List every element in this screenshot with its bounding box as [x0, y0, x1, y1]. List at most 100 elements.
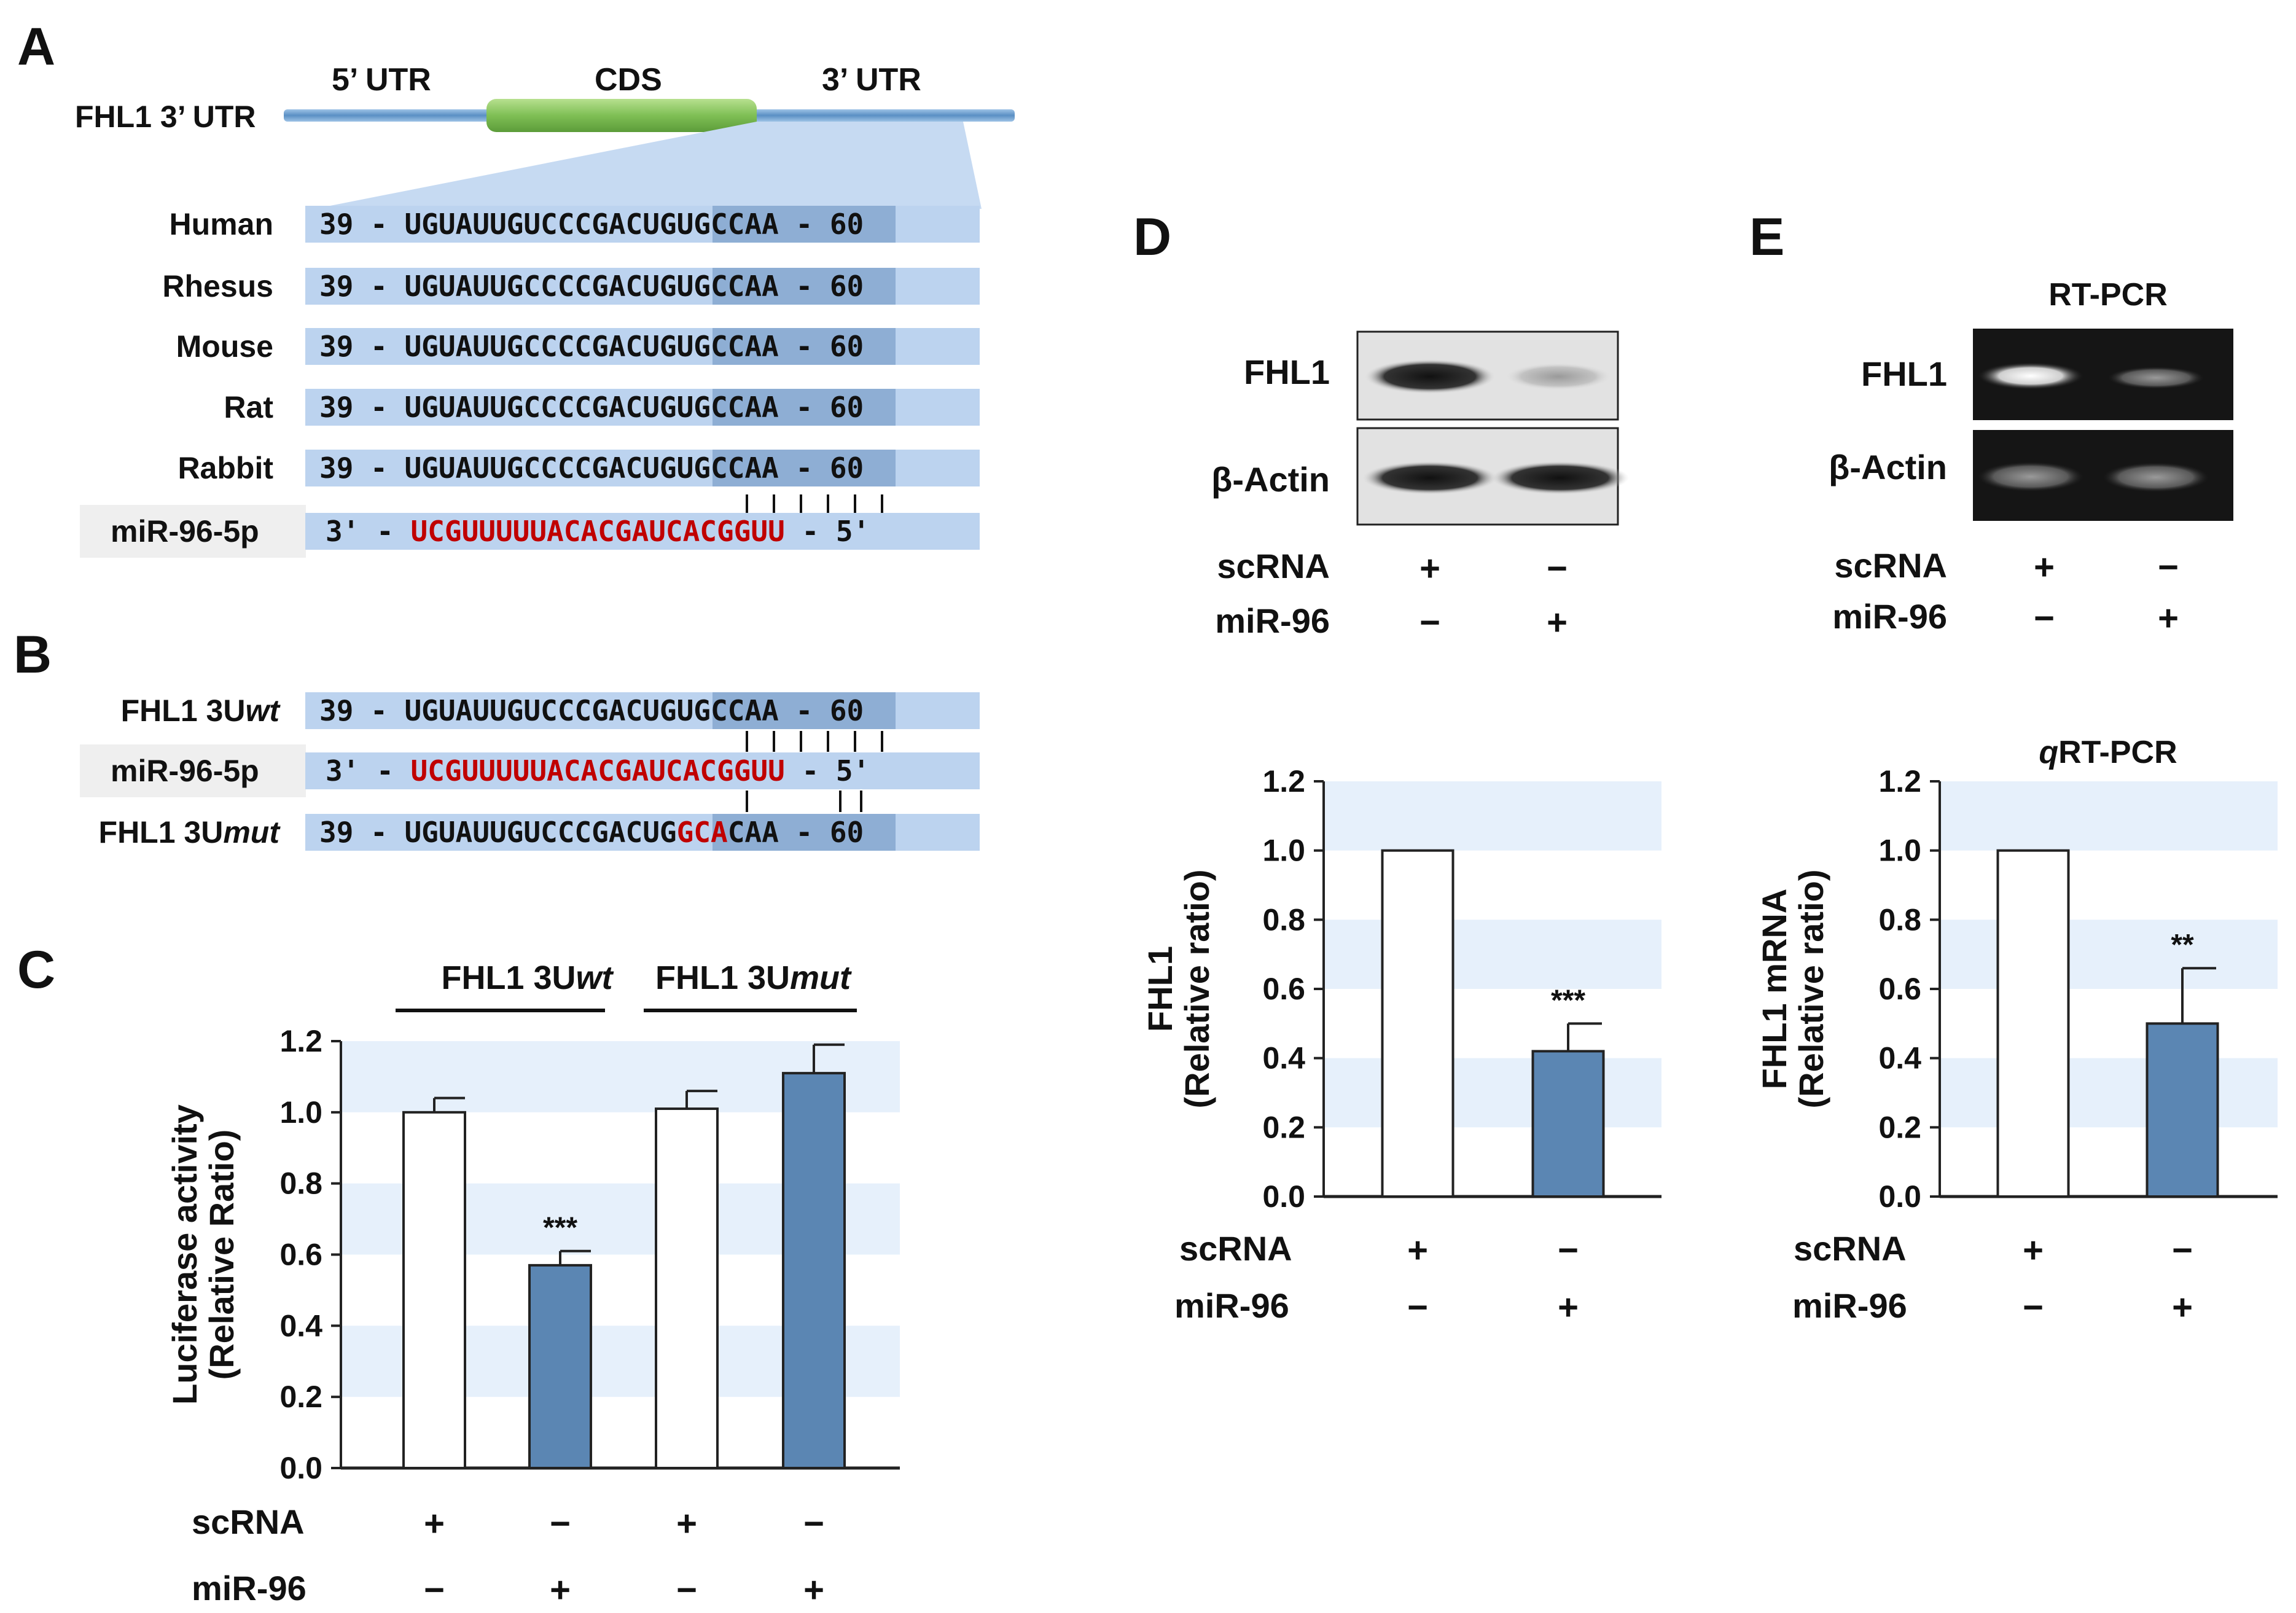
- condition-sign: −: [550, 1504, 571, 1544]
- e-gel-signs: + − − +: [2034, 547, 2179, 638]
- blot-actin-band-2: [1491, 461, 1629, 494]
- chart-c: 0.0 0.2 0.4 0.6 0.8 1.0 1.2 Luciferase activity…: [165, 1024, 900, 1485]
- species-label: Rhesus: [162, 269, 273, 303]
- species-seq: 39 - UGUAUUGCCCCGACUGUGCCAA - 60: [319, 270, 864, 303]
- condition-sign: −: [2158, 547, 2179, 587]
- y-tick-label: 0.8: [279, 1166, 322, 1201]
- b-mirna-seq: 3' - UCGUUUUUACACGAUCACGGUU - 5': [326, 754, 870, 787]
- utr3-label: 3’ UTR: [822, 62, 921, 98]
- condition-sign: −: [424, 1570, 445, 1610]
- c-row-scrna: scRNA: [192, 1502, 305, 1541]
- blot-fhl1-band-1: [1365, 359, 1495, 394]
- y-tick-label: 0.2: [279, 1380, 322, 1414]
- seed-box-human: [713, 206, 896, 243]
- gel-actin-label: β-Actin: [1829, 448, 1947, 486]
- condition-sign: −: [676, 1570, 697, 1610]
- condition-sign: +: [1547, 603, 1568, 642]
- panel-label-b: B: [14, 625, 52, 684]
- grid-band: [1940, 1058, 2278, 1128]
- condition-sign: −: [2034, 598, 2055, 638]
- b-mirna-label: miR-96-5p: [111, 754, 259, 788]
- seed-box-rat: [713, 389, 896, 426]
- mirna-seq-box: [305, 513, 980, 550]
- grid-band: [1324, 781, 1661, 851]
- gel-fhl1-band-1: [1978, 362, 2083, 389]
- y-axis-title: FHL1: [1141, 946, 1179, 1032]
- y-tick-label: 0.8: [1262, 902, 1305, 937]
- condition-sign: +: [424, 1504, 445, 1544]
- blot-actin-band-1: [1362, 461, 1497, 494]
- y-tick-label: 1.0: [1262, 834, 1305, 868]
- condition-sign: +: [2023, 1230, 2044, 1270]
- bar-3: [655, 1107, 719, 1469]
- grid-band: [1324, 1058, 1661, 1128]
- condition-sign: +: [2158, 598, 2179, 638]
- wt-seed-box: [713, 692, 896, 729]
- grid-band: [1940, 781, 2278, 851]
- species-label: Human: [170, 207, 273, 241]
- gel-fhl1-label: FHL1: [1861, 354, 1947, 393]
- condition-sign: +: [2034, 547, 2055, 587]
- gel-actin-band-2: [2103, 463, 2209, 492]
- y-tick-label: 0.4: [1878, 1041, 1921, 1076]
- y-tick-label: 1.2: [1878, 764, 1921, 799]
- species-label: Rat: [224, 390, 273, 424]
- y-tick-label: 0.6: [1262, 972, 1305, 1006]
- condition-sign: +: [676, 1504, 697, 1544]
- condition-sign: +: [1558, 1287, 1579, 1327]
- blot-actin-label: β-Actin: [1211, 460, 1330, 499]
- bar-2: [528, 1263, 592, 1469]
- wt-label: FHL1 3Uwt: [121, 693, 281, 728]
- y-tick-label: 0.2: [1262, 1110, 1305, 1144]
- bar-1: [402, 1111, 466, 1470]
- y-axis-title: (Relative ratio): [1792, 870, 1830, 1109]
- condition-sign: −: [2172, 1230, 2193, 1270]
- y-tick-label: 0.4: [279, 1308, 322, 1343]
- d-signs: + − − +: [1407, 1230, 1579, 1327]
- group-wt-label: FHL1 3Uwt: [441, 959, 614, 996]
- e-row-scrna: scRNA: [1794, 1229, 1907, 1268]
- y-tick-label: 0.8: [1878, 902, 1921, 937]
- y-axis-title: FHL1 mRNA: [1755, 889, 1794, 1090]
- seed-box-rhesus: [713, 268, 896, 305]
- species-label: Rabbit: [178, 451, 273, 485]
- condition-sign: −: [2023, 1287, 2044, 1327]
- y-tick-label: 0.2: [1878, 1110, 1921, 1144]
- condition-sign: −: [1558, 1230, 1579, 1270]
- species-seq: 39 - UGUAUUGUCCCGACUGUGCCAA - 60: [319, 208, 864, 241]
- b-mirna-label-bg: [80, 744, 306, 797]
- wt-seq: 39 - UGUAUUGUCCCGACUGUGCCAA - 60: [319, 694, 864, 727]
- bar-2: [2146, 1022, 2219, 1198]
- mut-label: FHL1 3Umut: [99, 815, 281, 849]
- y-tick-label: 0.0: [1262, 1179, 1305, 1214]
- blot-fhl1-band-2: [1505, 363, 1611, 390]
- y-axis-title: (Relative ratio): [1177, 870, 1216, 1109]
- y-tick-label: 1.2: [279, 1024, 322, 1058]
- gel-fhl1-band-2: [2108, 367, 2204, 389]
- mut-seq: 39 - UGUAUUGUCCCGACUGGCACAA - 60: [319, 816, 864, 849]
- y-tick-label: 0.6: [279, 1238, 322, 1272]
- y-tick-label: 1.0: [1878, 834, 1921, 868]
- chart-e: 0.0 0.2 0.4 0.6 0.8 1.0 1.2 FHL1 mRNA(Relative …: [1755, 764, 2278, 1214]
- condition-sign: −: [803, 1504, 824, 1544]
- condition-sign: +: [2172, 1287, 2193, 1327]
- d-blot-row-scrna: scRNA: [1217, 547, 1330, 585]
- zoom-wedge: [314, 122, 982, 209]
- seed-box-mouse: [713, 328, 896, 365]
- species-alignment: Human 39 - UGUAUUGUCCCGACUGUGCCAA - 60 Rhe…: [80, 206, 980, 558]
- significance-label: ***: [543, 1212, 577, 1244]
- condition-sign: +: [803, 1570, 824, 1610]
- mutation-alignment: FHL1 3Uwt 39 - UGUAUUGUCCCGACUGUGCCAA - 6…: [80, 692, 980, 851]
- utr5-label: 5’ UTR: [332, 62, 431, 98]
- d-blot-row-mir96: miR-96: [1215, 601, 1330, 640]
- bar-4: [782, 1072, 846, 1469]
- gene-label: FHL1 3’ UTR: [75, 100, 256, 134]
- species-seq: 39 - UGUAUUGCCCCGACUGUGCCAA - 60: [319, 451, 864, 485]
- mirna-label: miR-96-5p: [111, 514, 259, 549]
- y-tick-label: 1.0: [279, 1095, 322, 1130]
- mirna-seq: 3' - UCGUUUUUACACGAUCACGGUU - 5': [326, 515, 870, 548]
- y-tick-label: 0.0: [279, 1451, 322, 1485]
- condition-sign: −: [1547, 549, 1568, 588]
- panel-label-a: A: [17, 17, 55, 76]
- condition-sign: −: [1419, 603, 1440, 642]
